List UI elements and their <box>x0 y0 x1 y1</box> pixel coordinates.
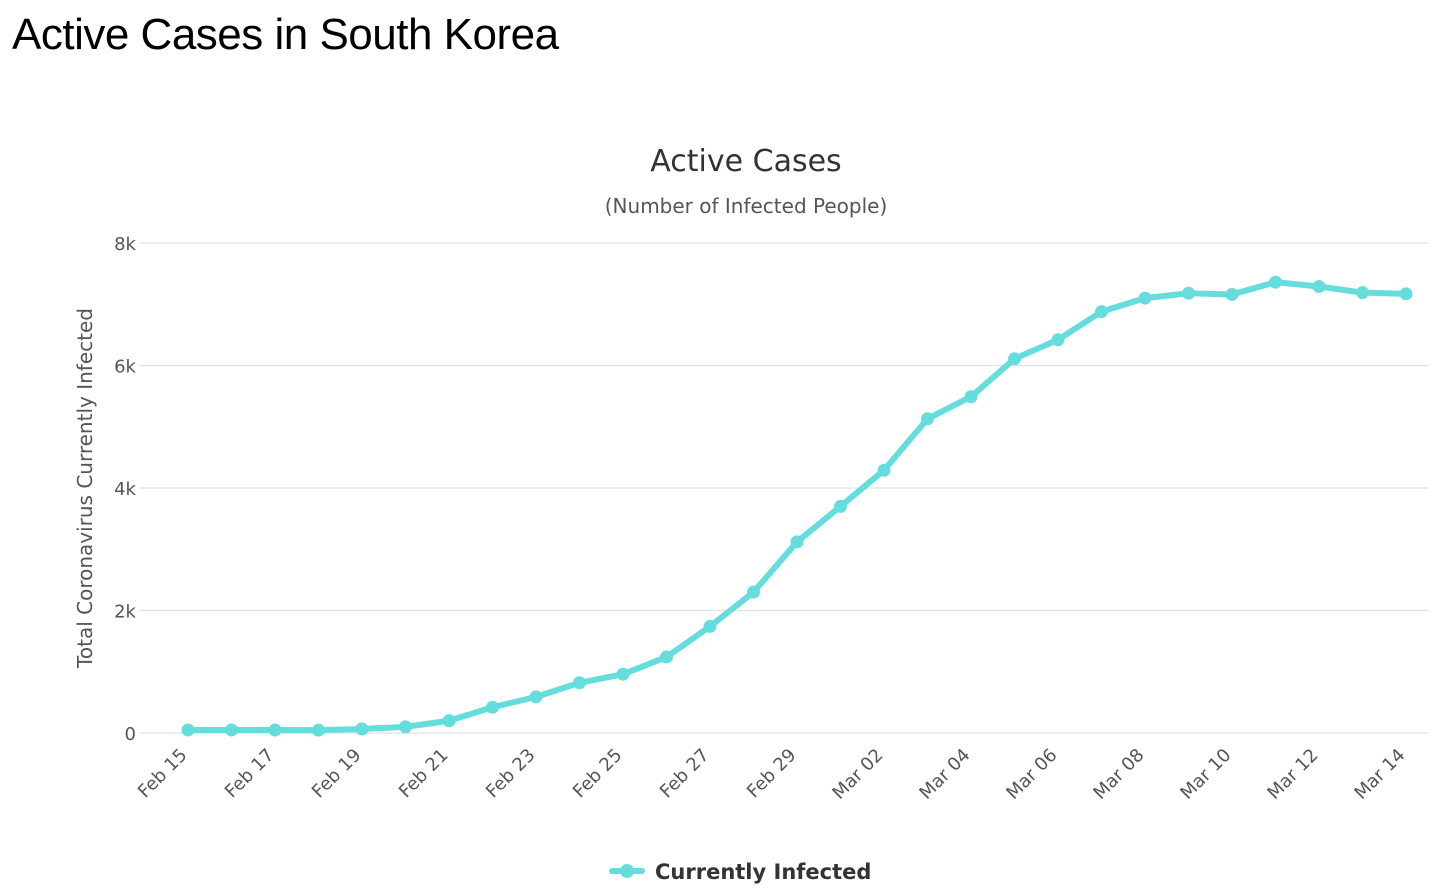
data-point[interactable] <box>1312 279 1326 293</box>
y-axis-title: Total Coronavirus Currently Infected <box>73 308 97 669</box>
data-point[interactable] <box>1008 352 1021 366</box>
data-point[interactable] <box>268 723 282 737</box>
x-tick-label: Mar 06 <box>1002 745 1061 804</box>
legend-item-currently-infected[interactable]: Currently Infected <box>655 860 871 884</box>
x-tick-label: Mar 10 <box>1176 745 1235 804</box>
x-tick-label: Mar 02 <box>828 745 887 804</box>
page-heading: Active Cases in South Korea <box>12 10 559 59</box>
data-point[interactable] <box>1399 287 1413 301</box>
data-point[interactable] <box>616 667 630 681</box>
data-point[interactable] <box>1095 305 1108 319</box>
data-point[interactable] <box>399 720 412 734</box>
data-point[interactable] <box>1356 286 1369 300</box>
data-point[interactable] <box>529 690 543 704</box>
data-point[interactable] <box>225 723 238 737</box>
data-point[interactable] <box>747 585 760 599</box>
data-point[interactable] <box>1182 286 1195 300</box>
data-point[interactable] <box>312 723 325 737</box>
data-point[interactable] <box>1225 287 1239 301</box>
chart-title: Active Cases <box>650 144 841 179</box>
x-tick-label: Feb 23 <box>482 745 540 803</box>
x-tick-label: Mar 08 <box>1089 745 1148 804</box>
data-point[interactable] <box>964 390 978 404</box>
data-point[interactable] <box>573 676 586 690</box>
data-point[interactable] <box>442 714 456 728</box>
legend-point-marker <box>620 864 634 878</box>
data-point[interactable] <box>790 535 804 549</box>
data-point[interactable] <box>355 722 369 736</box>
x-tick-label: Feb 19 <box>308 745 366 803</box>
data-point[interactable] <box>181 723 195 737</box>
series-line <box>185 279 1409 734</box>
x-tick-label: Mar 12 <box>1263 745 1322 804</box>
data-point[interactable] <box>834 499 847 513</box>
x-tick-label: Feb 27 <box>656 745 714 803</box>
x-tick-label: Mar 04 <box>915 745 974 804</box>
data-point[interactable] <box>1051 333 1065 347</box>
gridlines <box>140 242 1428 734</box>
data-point[interactable] <box>921 412 934 426</box>
data-point[interactable] <box>486 700 499 714</box>
data-point[interactable] <box>703 619 717 633</box>
data-point[interactable] <box>877 463 891 477</box>
x-tick-label: Feb 21 <box>395 745 453 803</box>
legend[interactable]: Currently Infected <box>609 860 871 884</box>
x-tick-label: Feb 25 <box>569 745 627 803</box>
y-tick-label: 0 <box>125 724 136 745</box>
y-axis-ticks: 0 2k 4k 6k 8k <box>114 234 136 745</box>
series-layer <box>181 275 1413 737</box>
x-tick-label: Mar 14 <box>1350 745 1409 804</box>
x-tick-label: Feb 15 <box>134 745 192 803</box>
y-tick-label: 2k <box>114 602 136 623</box>
x-tick-label: Feb 29 <box>743 745 801 803</box>
y-tick-label: 8k <box>114 234 136 255</box>
y-tick-label: 4k <box>114 479 136 500</box>
x-axis-ticks: Feb 15 Feb 17 Feb 19 Feb 21 Feb 23 Feb 25 Feb … <box>134 745 1410 804</box>
data-point[interactable] <box>1269 275 1282 289</box>
y-tick-label: 6k <box>114 357 136 378</box>
data-point[interactable] <box>660 650 673 664</box>
x-tick-label: Feb 17 <box>221 745 279 803</box>
data-point[interactable] <box>1138 291 1152 305</box>
chart-subtitle: (Number of Infected People) <box>605 194 888 218</box>
